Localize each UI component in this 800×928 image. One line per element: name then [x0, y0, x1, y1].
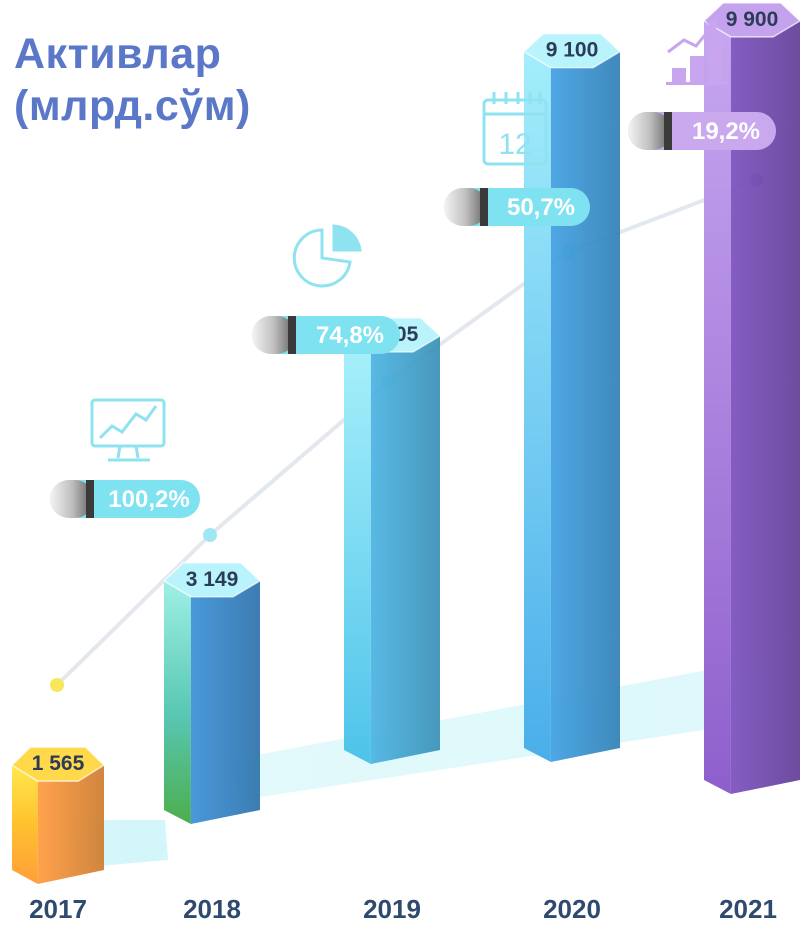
- bar-value-label: 3 149: [186, 568, 239, 591]
- year-label: 2020: [543, 894, 601, 924]
- bar-shade: [190, 580, 260, 824]
- bar-face-left: [344, 335, 371, 764]
- calendar-icon: 12: [482, 92, 548, 166]
- growth-label: 19,2%: [692, 118, 760, 145]
- growth-badge-divider: [86, 480, 94, 518]
- growth-badge-divider: [480, 188, 488, 226]
- bar-face-left: [164, 580, 191, 824]
- growth-badge-divider: [664, 112, 672, 150]
- growth-badge-knob: [444, 188, 488, 226]
- growth-bars-icon: [666, 18, 728, 85]
- growth-badge: 100,2%: [50, 480, 200, 518]
- chart-title-line-1: Активлар: [14, 30, 222, 78]
- bar-face-left: [704, 20, 731, 795]
- calendar-day: 12: [498, 128, 531, 161]
- bar-2021: [702, 2, 800, 795]
- year-label: 2017: [29, 894, 87, 924]
- bar-2019: [342, 317, 442, 764]
- growth-label: 50,7%: [507, 194, 575, 221]
- growth-badge-knob: [252, 316, 296, 354]
- growth-badge: 74,8%: [252, 316, 400, 354]
- growth-badge: 19,2%: [628, 112, 776, 150]
- bar-shade: [370, 335, 440, 764]
- bar-cap: [702, 2, 800, 38]
- trend-point: [203, 528, 217, 542]
- year-label: 2019: [363, 894, 421, 924]
- bar-cap: [162, 562, 262, 598]
- bar-face-left: [12, 765, 38, 884]
- bar-cap: [522, 32, 622, 69]
- chart-title-line-2: (млрд.сўм): [14, 82, 251, 130]
- growth-badge-knob: [628, 112, 672, 150]
- bar-value-label: 1 565: [32, 752, 85, 775]
- growth-badge: 50,7%: [444, 188, 590, 226]
- growth-label: 74,8%: [316, 322, 384, 349]
- bar-shade: [730, 20, 800, 795]
- bar-shade: [37, 765, 105, 884]
- growth-badge-divider: [288, 316, 296, 354]
- chart-title: Активлар (млрд.сўм): [14, 28, 251, 132]
- monitor-chart-icon: [90, 398, 166, 462]
- growth-badge-knob: [50, 480, 94, 518]
- bar-face-left: [524, 51, 551, 762]
- bar-2018: [162, 562, 262, 824]
- bar-value-label: 9 100: [546, 39, 599, 62]
- bar-value-label: 9 900: [726, 8, 779, 31]
- bar-2017: [10, 746, 106, 884]
- floor-ribbon: [230, 660, 770, 800]
- bar-2020: [522, 32, 622, 762]
- year-label: 2021: [719, 894, 777, 924]
- growth-label: 100,2%: [108, 486, 189, 513]
- bar-shade: [550, 51, 620, 762]
- trend-point: [50, 678, 64, 692]
- bar-cap: [10, 746, 106, 782]
- pie-chart-icon: [292, 224, 362, 288]
- year-label: 2018: [183, 894, 241, 924]
